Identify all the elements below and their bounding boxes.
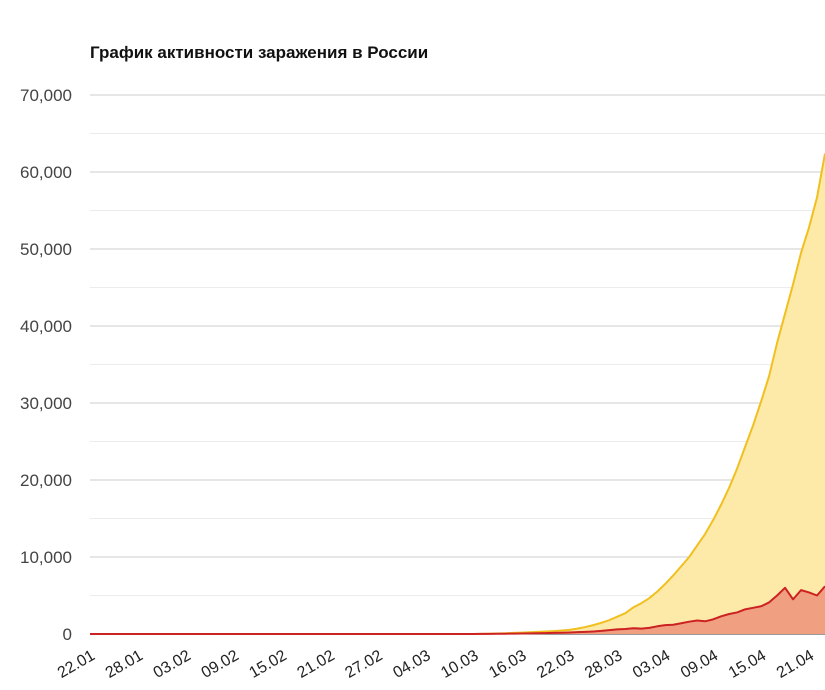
y-tick-label: 40,000 <box>20 317 72 336</box>
y-tick-label: 0 <box>63 625 72 644</box>
series-area-1 <box>90 586 825 634</box>
x-tick-label: 22.01 <box>55 647 98 682</box>
x-tick-label: 28.01 <box>103 647 146 682</box>
x-tick-label: 27.02 <box>342 647 385 682</box>
y-tick-label: 30,000 <box>20 394 72 413</box>
y-tick-label: 50,000 <box>20 240 72 259</box>
y-tick-label: 10,000 <box>20 548 72 567</box>
x-tick-label: 03.04 <box>630 647 673 682</box>
series-lines <box>90 153 825 635</box>
x-tick-label: 28.03 <box>582 647 625 682</box>
y-tick-label: 20,000 <box>20 471 72 490</box>
x-tick-label: 15.02 <box>247 647 290 682</box>
x-tick-label: 04.03 <box>390 647 433 682</box>
series-area-0 <box>90 153 825 634</box>
x-tick-label: 03.02 <box>151 647 194 682</box>
y-tick-label: 70,000 <box>20 86 72 105</box>
x-tick-label: 16.03 <box>486 647 529 682</box>
gridlines <box>90 94 825 635</box>
y-axis: 0 10,000 20,000 30,000 40,000 50,000 60,000 70,… <box>20 86 72 644</box>
y-tick-label: 60,000 <box>20 163 72 182</box>
x-tick-label: 15.04 <box>726 647 769 682</box>
x-axis: 22.01 28.01 03.02 09.02 15.02 21.02 27.02 04.03… <box>55 647 817 682</box>
x-tick-label: 22.03 <box>534 647 577 682</box>
x-tick-label: 21.04 <box>774 647 817 682</box>
x-tick-label: 09.02 <box>199 647 242 682</box>
series-areas <box>90 153 825 634</box>
x-tick-label: 09.04 <box>678 647 721 682</box>
chart-title: График активности заражения в России <box>90 43 429 62</box>
x-tick-label: 21.02 <box>294 647 337 682</box>
series-line-1 <box>90 585 825 635</box>
x-tick-label: 10.03 <box>438 647 481 682</box>
